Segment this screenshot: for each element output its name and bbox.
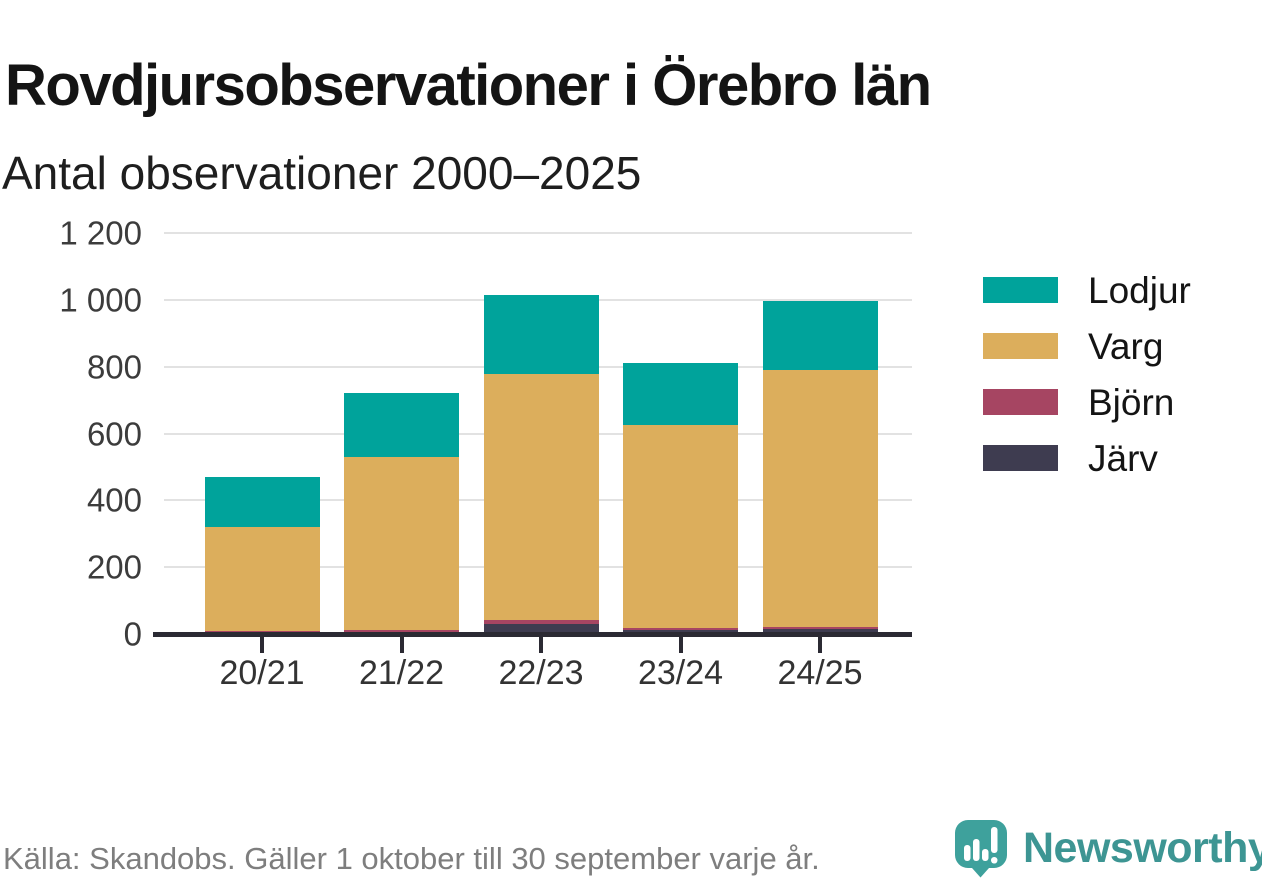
legend-label-lodjur: Lodjur [1088, 269, 1191, 311]
bar-segment-björn-24-25 [762, 627, 878, 629]
x-tick-mark [539, 636, 543, 653]
legend-swatch-björn [983, 389, 1058, 415]
bar-segment-björn-21-22 [344, 629, 459, 633]
x-tick-mark [260, 636, 264, 653]
x-tick-label-20-21: 20/21 [219, 654, 305, 692]
x-tick-label-21-22: 21/22 [358, 654, 445, 692]
bar-segment-varg-21-22 [344, 456, 459, 630]
chart-title: Rovdjursobservationer i Örebro län [5, 52, 932, 118]
bar-segment-lodjur-24-25 [762, 301, 878, 371]
plot-area [153, 232, 912, 637]
legend-label-björn: Björn [1088, 381, 1175, 423]
bar-segment-björn-22-23 [483, 619, 599, 624]
bar-segment-lodjur-20-21 [204, 476, 320, 528]
legend-swatch-varg [983, 333, 1058, 359]
legend-item-lodjur: Lodjur [983, 262, 1191, 318]
x-tick-label-23-24: 23/24 [637, 654, 724, 692]
legend-item-björn: Björn [983, 374, 1191, 430]
x-tick-mark [678, 636, 683, 653]
bar-segment-lodjur-21-22 [344, 393, 459, 457]
legend-item-järv: Järv [983, 430, 1191, 486]
y-tick-label: 1 200 [59, 214, 142, 252]
legend-label-varg: Varg [1088, 325, 1164, 367]
legend-swatch-lodjur [983, 277, 1058, 303]
bar-segment-björn-23-24 [623, 628, 738, 630]
y-axis-labels: 0 200 400 600 800 1 000 1 200 [0, 217, 142, 651]
chart-subtitle: Antal observationer 2000–2025 [2, 147, 642, 199]
y-tick-label: 400 [86, 481, 142, 519]
x-axis-line [153, 631, 912, 637]
legend: Lodjur Varg Björn Järv [983, 262, 1191, 486]
legend-item-varg: Varg [983, 318, 1191, 374]
bar-segment-varg-22-23 [483, 374, 599, 620]
y-tick-label: 800 [86, 348, 142, 386]
bar-segment-lodjur-23-24 [623, 363, 738, 426]
y-tick-label: 200 [86, 548, 142, 586]
bar-segment-varg-20-21 [204, 527, 320, 632]
bar-segment-järv-24-25 [762, 628, 878, 634]
legend-swatch-järv [983, 445, 1058, 471]
y-tick-label: 600 [86, 415, 142, 452]
legend-label-järv: Järv [1088, 437, 1158, 479]
x-tick-label-22-23: 22/23 [498, 654, 584, 692]
newsworthy-wordmark: Newsworthy [1023, 824, 1262, 872]
newsworthy-logo: Newsworthy [952, 818, 1262, 879]
bar-segment-järv-22-23 [483, 623, 599, 634]
bar-segment-varg-24-25 [762, 370, 878, 628]
x-axis-labels: 20/21 21/22 22/23 23/24 24/25 [160, 634, 912, 709]
y-tick-label: 0 [123, 615, 142, 653]
bar-segment-lodjur-22-23 [483, 294, 599, 375]
newsworthy-bubble-bar-chart-icon [955, 820, 1007, 878]
x-tick-mark [818, 636, 822, 653]
x-tick-mark [399, 636, 404, 653]
x-tick-label-24-25: 24/25 [777, 654, 863, 692]
bar-segment-varg-23-24 [623, 425, 738, 629]
gridline-1200 [164, 232, 912, 234]
source-note: Källa: Skandobs. Gäller 1 oktober till 3… [3, 841, 820, 876]
y-tick-label: 1 000 [59, 281, 142, 319]
